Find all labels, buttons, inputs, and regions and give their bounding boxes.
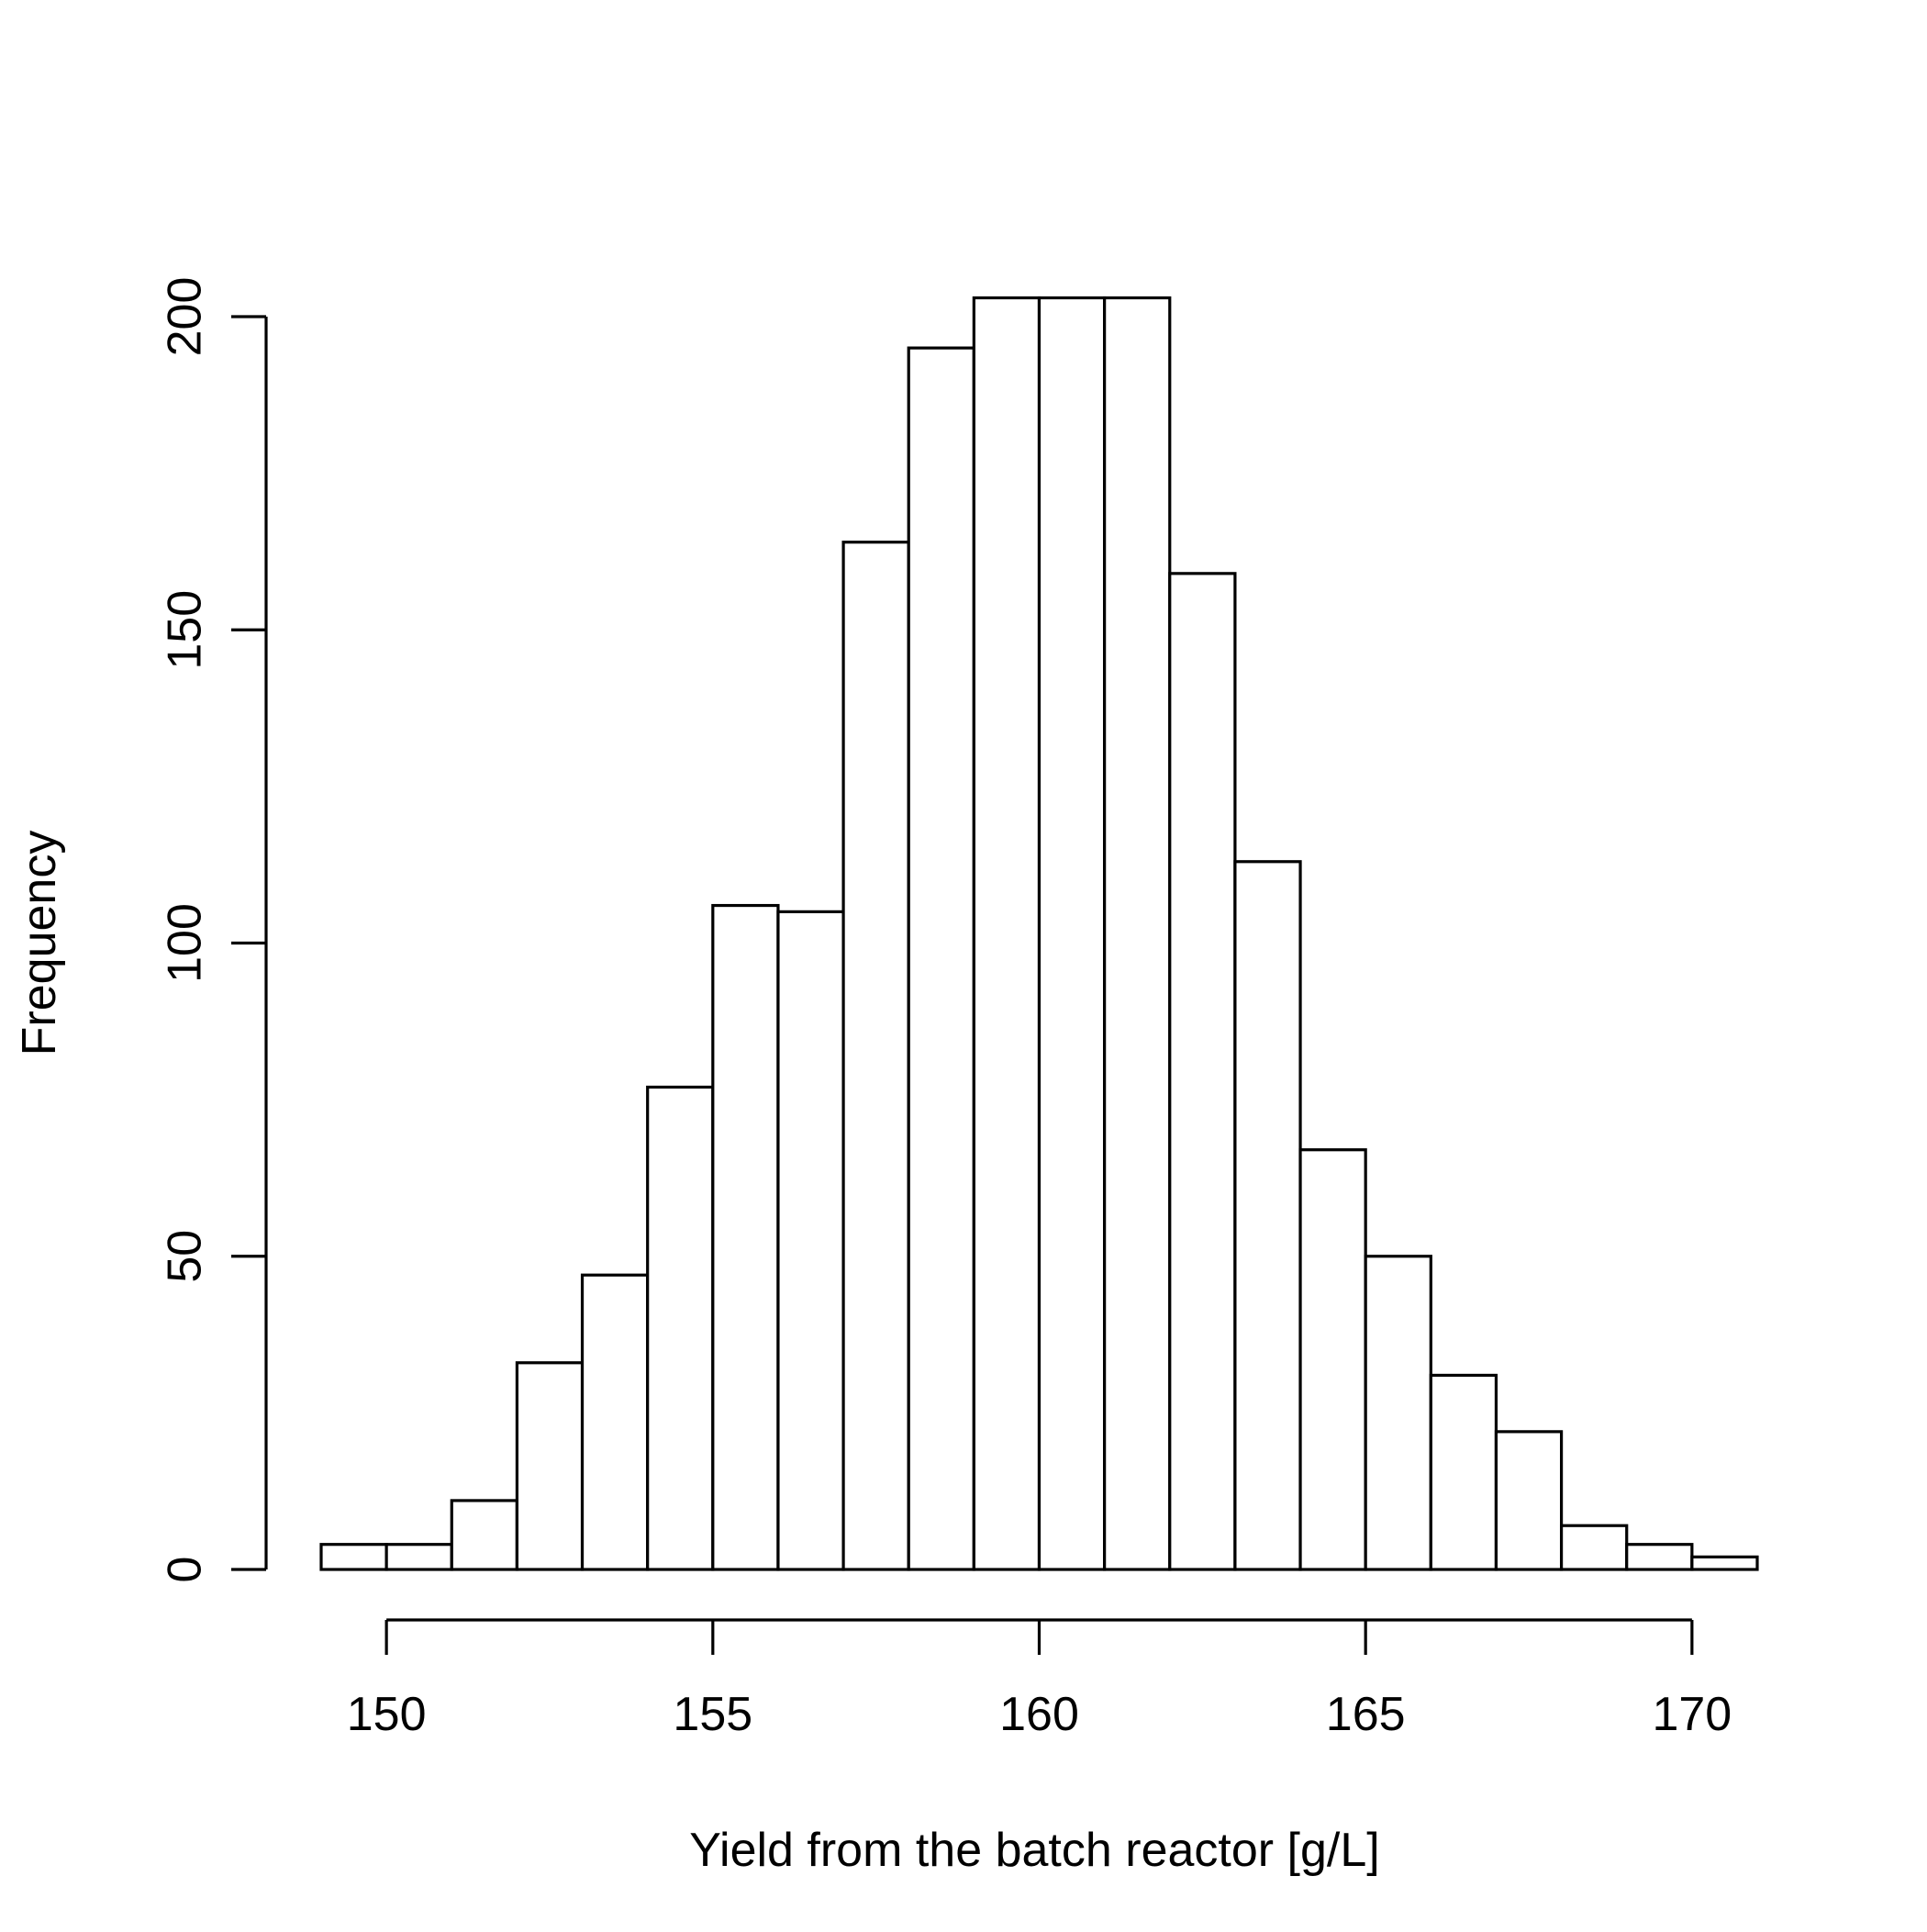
histogram-bar-167-168 [1494,1430,1564,1571]
histogram-bar-153-154 [580,1273,650,1571]
histogram-bar-149-150 [319,1543,388,1571]
histogram-bar-154-155 [646,1085,715,1571]
x-tick-label-170: 170 [1652,1688,1732,1741]
bars-layer [319,296,1759,1571]
y-tick-label-100: 100 [159,903,212,983]
histogram-bar-158-159 [907,346,975,1571]
histogram-bar-155-156 [711,903,780,1571]
y-tick-label-200: 200 [159,277,212,357]
y-axis: 0 50 100 150 200 [159,277,268,1583]
x-axis: 150 155 160 165 170 [347,1618,1732,1741]
x-tick-label-165: 165 [1326,1688,1406,1741]
histogram-bar-157-158 [841,541,910,1571]
histogram-bar-169-170 [1625,1543,1694,1571]
y-tick-label-0: 0 [159,1557,212,1583]
histogram-bar-160-161 [1037,296,1107,1571]
histogram-bar-170-171 [1690,1555,1759,1571]
y-tick-label-150: 150 [159,590,212,670]
histogram-bar-151-152 [450,1499,519,1571]
x-tick-label-155: 155 [673,1688,752,1741]
histogram-bar-156-157 [776,910,845,1571]
histogram-bar-152-153 [515,1361,585,1571]
y-tick-label-50: 50 [159,1230,212,1283]
histogram-bar-168-169 [1559,1524,1629,1571]
histogram-bar-159-160 [972,296,1041,1571]
x-tick-label-150: 150 [347,1688,427,1741]
histogram-bar-162-163 [1168,572,1237,1571]
x-tick-label-160: 160 [999,1688,1079,1741]
histogram-bar-164-165 [1298,1148,1367,1571]
histogram-bar-150-151 [384,1543,453,1571]
y-axis-title: Frequency [13,831,66,1056]
histogram-bar-165-166 [1364,1255,1432,1571]
x-axis-title: Yield from the batch reactor [g/L] [689,1824,1379,1877]
histogram-bar-163-164 [1233,860,1302,1571]
histogram-bar-161-162 [1103,296,1172,1571]
histogram-bar-166-167 [1429,1373,1498,1571]
